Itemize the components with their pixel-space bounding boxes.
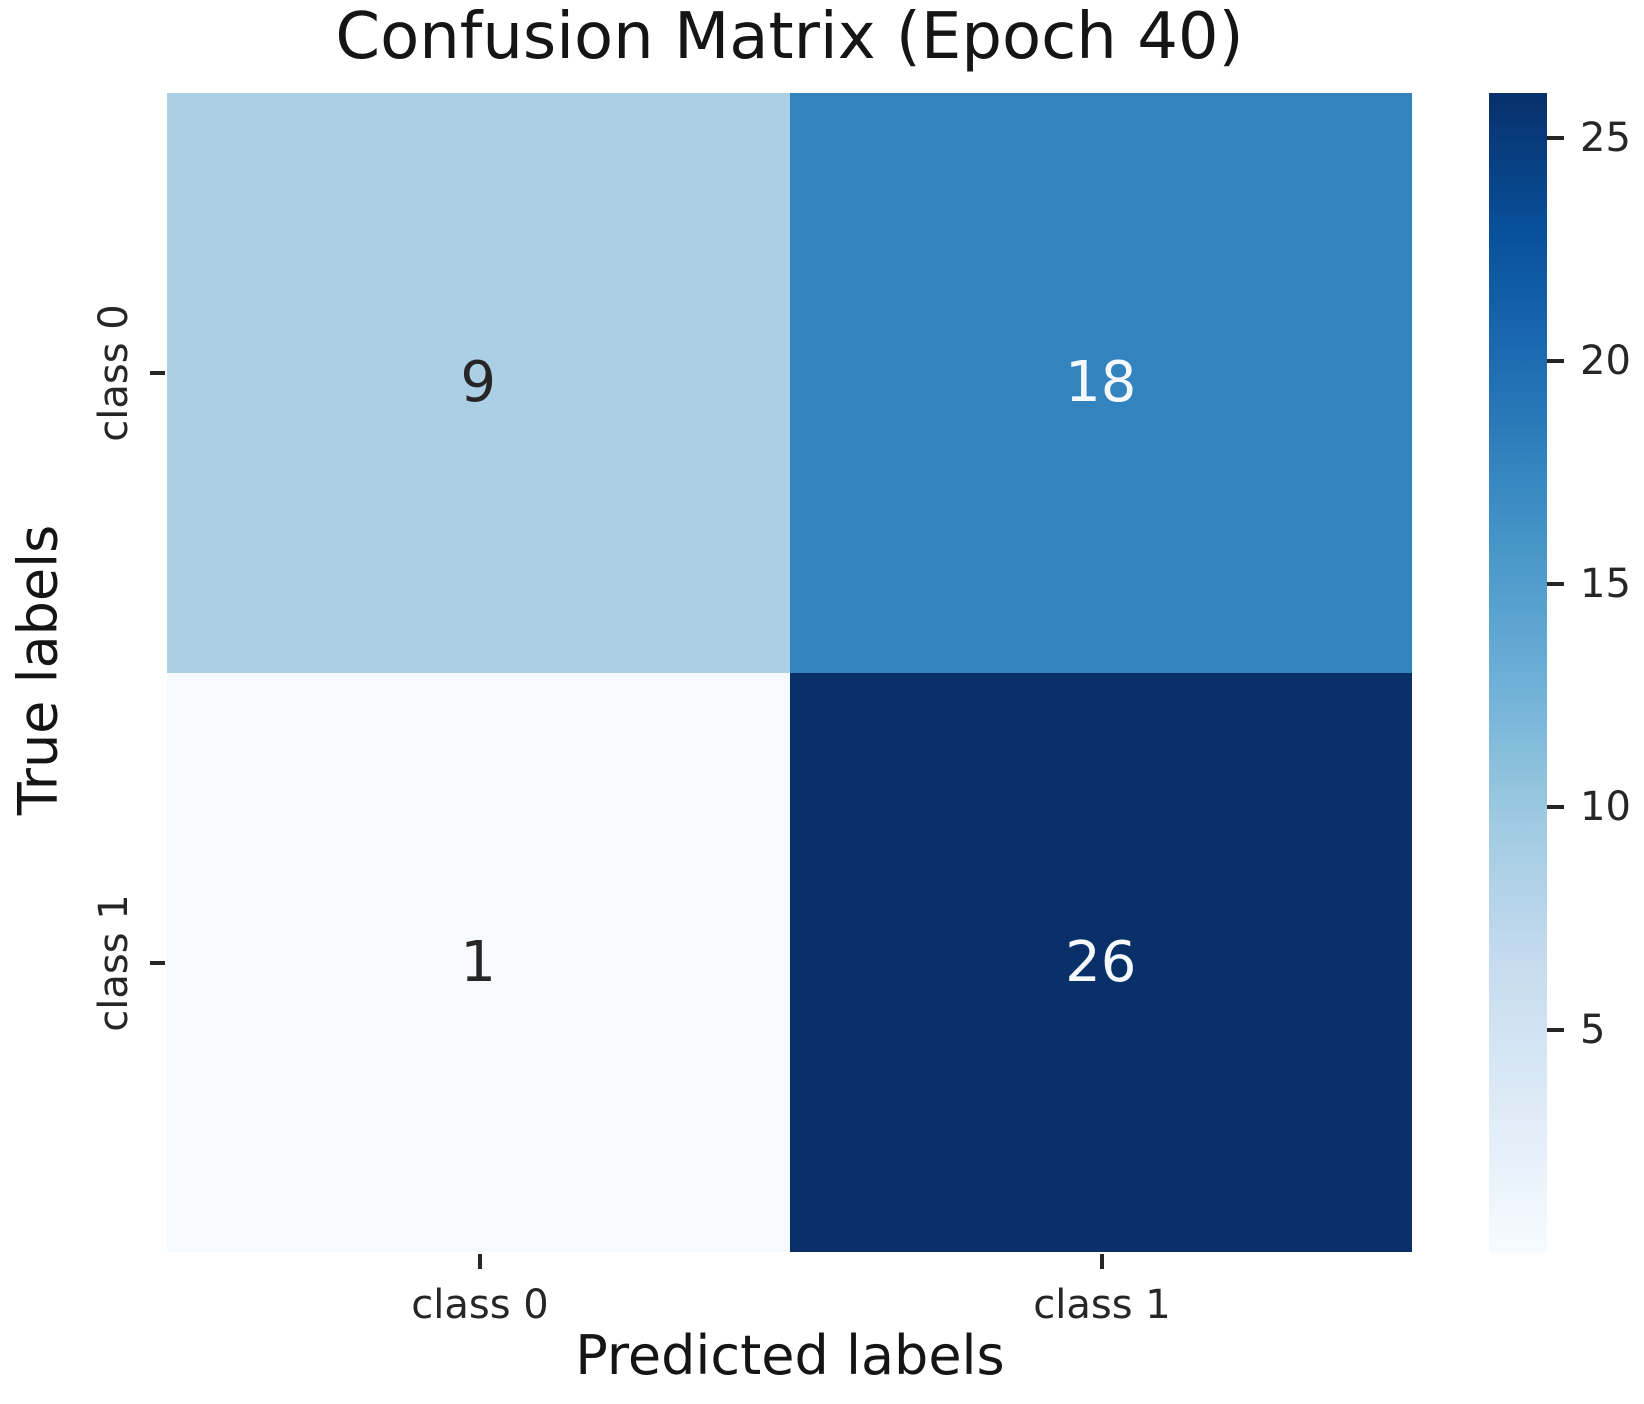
- heatmap-cell-true0-pred0: 9: [167, 93, 790, 673]
- y-tick-label-class0: class 0: [91, 304, 137, 442]
- cell-value: 1: [460, 929, 497, 995]
- x-tick-label-class1: class 1: [1033, 1282, 1171, 1328]
- colorbar-tick-label: 10: [1580, 783, 1631, 830]
- heatmap-cell-true1-pred1: 26: [789, 672, 1412, 1252]
- chart-title: Confusion Matrix (Epoch 40): [335, 0, 1244, 74]
- y-axis-label: True labels: [6, 524, 70, 816]
- cell-value: 9: [460, 350, 497, 416]
- colorbar-tick-label: 20: [1580, 337, 1631, 384]
- colorbar: [1489, 93, 1547, 1253]
- x-axis-label: Predicted labels: [575, 1324, 1005, 1387]
- colorbar-tick-mark: [1547, 135, 1564, 140]
- cell-value: 26: [1065, 929, 1137, 995]
- heatmap-cell-true0-pred1: 18: [789, 93, 1412, 673]
- colorbar-tick-label: 15: [1580, 560, 1631, 607]
- colorbar-tick-mark: [1547, 1027, 1564, 1032]
- x-tick-mark: [1100, 1254, 1104, 1269]
- colorbar-tick-mark: [1547, 581, 1564, 586]
- heatmap-grid: 9 18 1 26: [167, 93, 1412, 1252]
- colorbar-tick-mark: [1547, 358, 1564, 363]
- x-tick-mark: [478, 1254, 482, 1269]
- cell-value: 18: [1065, 350, 1137, 416]
- colorbar-tick-mark: [1547, 804, 1564, 809]
- colorbar-tick-label: 5: [1580, 1006, 1606, 1053]
- heatmap-cell-true1-pred0: 1: [167, 672, 790, 1252]
- x-tick-label-class0: class 0: [411, 1282, 549, 1328]
- y-tick-label-class1: class 1: [91, 894, 137, 1032]
- y-tick-mark: [150, 371, 165, 375]
- colorbar-tick-label: 25: [1580, 114, 1631, 161]
- y-tick-mark: [150, 961, 165, 965]
